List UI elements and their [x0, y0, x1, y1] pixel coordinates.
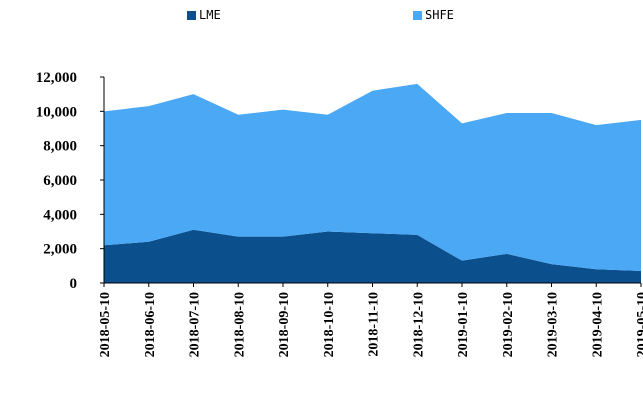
x-tick-label: 2018-08-10: [232, 292, 247, 357]
x-tick-label: 2019-02-10: [501, 292, 516, 357]
x-tick-label: 2018-10-10: [322, 292, 337, 357]
x-tick-label: 2019-04-10: [590, 292, 605, 357]
x-tick-label: 2018-12-10: [411, 292, 426, 357]
legend-label-lme: LME: [199, 8, 221, 22]
x-tick-label: 2018-05-10: [98, 292, 113, 357]
x-tick-label: 2018-11-10: [367, 292, 382, 357]
legend-item-lme: LME: [187, 8, 221, 22]
y-tick-label: 8,000: [43, 139, 77, 155]
x-tick-label: 2019-05-10: [635, 292, 643, 357]
x-tick-label: 2019-03-10: [546, 292, 561, 357]
x-tick-label: 2018-06-10: [143, 292, 158, 357]
area-series-shfe: [104, 83, 641, 271]
legend-swatch-shfe: [413, 10, 422, 20]
legend-item-shfe: SHFE: [413, 8, 454, 22]
legend-label-shfe: SHFE: [425, 8, 454, 22]
x-tick-label: 2018-07-10: [188, 292, 203, 357]
y-tick-label: 10,000: [36, 104, 77, 120]
y-tick-label: 2,000: [43, 242, 77, 258]
y-tick-label: 0: [70, 276, 78, 292]
legend: LME SHFE: [0, 8, 643, 28]
x-tick-label: 2019-01-10: [456, 292, 471, 357]
y-tick-label: 12,000: [36, 70, 77, 86]
y-tick-label: 6,000: [43, 173, 77, 189]
legend-swatch-lme: [187, 10, 196, 20]
y-tick-label: 4,000: [43, 207, 77, 223]
x-tick-label: 2018-09-10: [277, 292, 292, 357]
area-series-lme: [104, 229, 641, 283]
